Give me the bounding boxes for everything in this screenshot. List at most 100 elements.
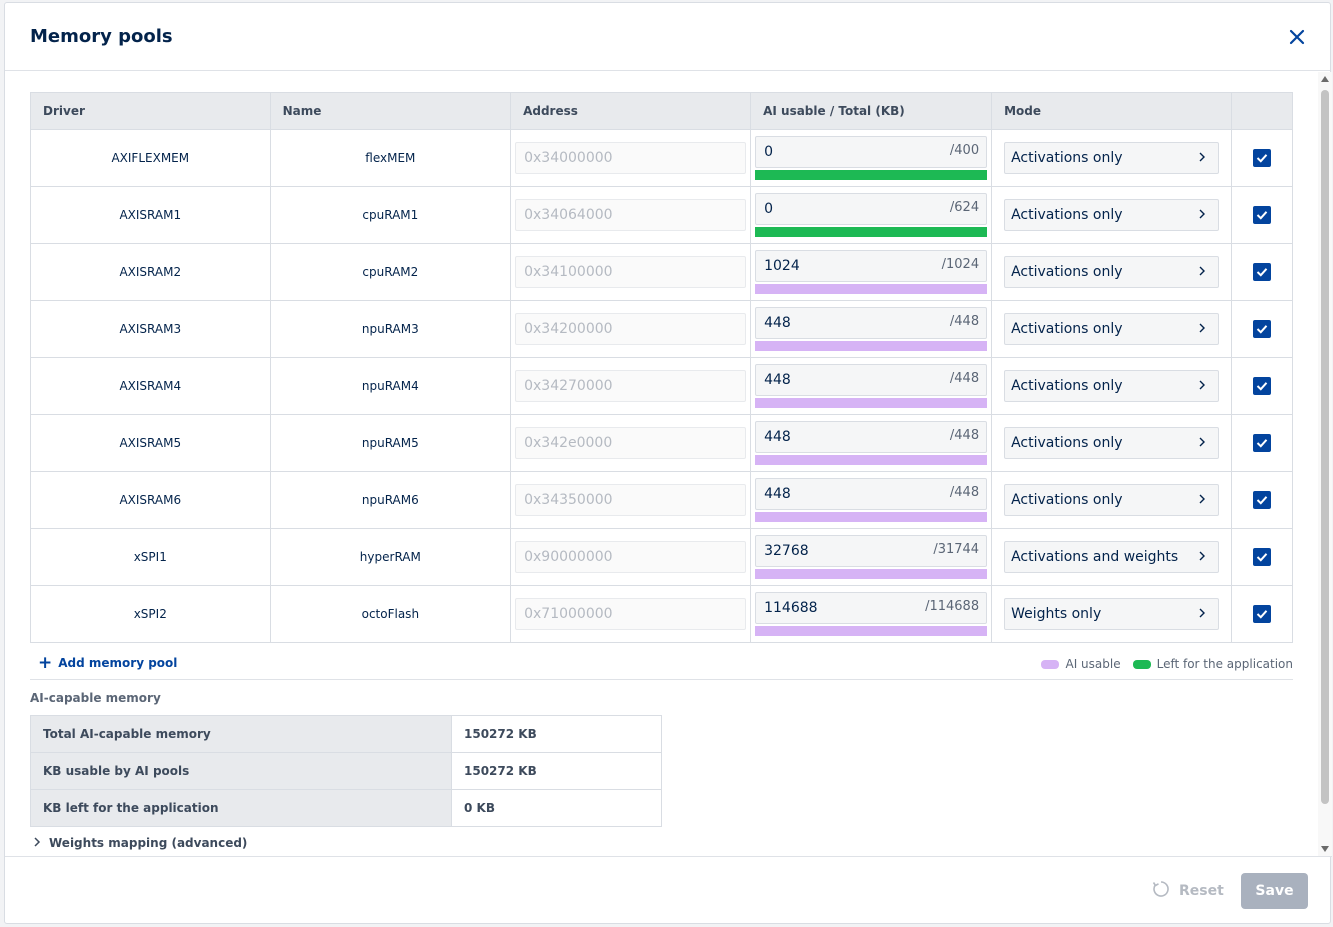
ai-usable-input[interactable]: 448/448 xyxy=(755,364,988,396)
ai-usable-input[interactable]: 32768/31744 xyxy=(755,535,988,567)
scroll-down-arrow-icon[interactable] xyxy=(1321,846,1329,852)
usable-cell: 0/624 xyxy=(750,186,993,244)
scrollbar-thumb[interactable] xyxy=(1321,90,1329,804)
mode-cell: Activations only xyxy=(991,357,1233,415)
address-cell: 0x90000000 xyxy=(510,528,752,586)
ai-usable-input[interactable]: 448/448 xyxy=(755,421,988,453)
scrollbar[interactable] xyxy=(1318,72,1332,856)
address-input[interactable]: 0x34200000 xyxy=(515,313,747,345)
address-input[interactable]: 0x342e0000 xyxy=(515,427,747,459)
mode-select-value: Activations only xyxy=(1011,435,1123,451)
ai-usable-input[interactable]: 1024/1024 xyxy=(755,250,988,282)
ai-usable-input[interactable]: 448/448 xyxy=(755,307,988,339)
address-input[interactable]: 0x90000000 xyxy=(515,541,747,573)
table-row: AXISRAM1 cpuRAM1 0x34064000 0/624 Activation… xyxy=(30,186,1293,244)
enabled-cell xyxy=(1231,414,1293,472)
enabled-cell xyxy=(1231,357,1293,415)
dialog-title: Memory pools xyxy=(30,26,173,47)
mode-select[interactable]: Activations only xyxy=(1004,199,1220,231)
name-cell: flexMEM xyxy=(269,129,512,187)
total-kb-value: /448 xyxy=(949,371,980,386)
usable-cell: 1024/1024 xyxy=(750,243,993,301)
col-header-name: Name xyxy=(269,92,512,130)
reset-button[interactable]: Reset xyxy=(1151,879,1224,903)
table-row: AXISRAM5 npuRAM5 0x342e0000 448/448 Activati… xyxy=(30,414,1293,472)
driver-cell: xSPI2 xyxy=(30,585,271,643)
weights-mapping-toggle[interactable]: Weights mapping (advanced) xyxy=(33,836,247,850)
mode-select[interactable]: Activations only xyxy=(1004,427,1220,459)
mode-select[interactable]: Activations only xyxy=(1004,142,1220,174)
enabled-checkbox[interactable] xyxy=(1253,263,1272,281)
chevron-right-icon xyxy=(33,836,41,850)
enabled-checkbox[interactable] xyxy=(1253,377,1272,395)
chevron-right-icon xyxy=(1198,257,1206,287)
summary-label: Total AI-capable memory xyxy=(30,715,452,753)
total-kb-value: /1024 xyxy=(941,257,980,272)
chevron-right-icon xyxy=(1198,485,1206,515)
mode-select[interactable]: Activations only xyxy=(1004,256,1220,288)
chevron-right-icon xyxy=(1198,371,1206,401)
ai-usable-input[interactable]: 114688/114688 xyxy=(755,592,988,624)
table-row: AXISRAM3 npuRAM3 0x34200000 448/448 Activati… xyxy=(30,300,1293,358)
name-cell: npuRAM3 xyxy=(269,300,512,358)
ai-usable-input[interactable]: 0/400 xyxy=(755,136,988,168)
legend-label-left: Left for the application xyxy=(1156,657,1293,671)
dialog-footer: Reset Save xyxy=(5,856,1332,925)
add-memory-pool-button[interactable]: + Add memory pool xyxy=(38,655,177,672)
enabled-checkbox[interactable] xyxy=(1253,491,1272,509)
address-input[interactable]: 0x34100000 xyxy=(515,256,747,288)
close-icon[interactable] xyxy=(1286,26,1308,48)
usable-cell: 0/400 xyxy=(750,129,993,187)
mode-select[interactable]: Activations only xyxy=(1004,484,1220,516)
enabled-checkbox[interactable] xyxy=(1253,149,1272,167)
weights-mapping-label: Weights mapping (advanced) xyxy=(49,836,248,850)
legend-label-ai-usable: AI usable xyxy=(1065,657,1121,671)
usage-bar xyxy=(755,227,988,237)
enabled-checkbox[interactable] xyxy=(1253,434,1272,452)
address-input[interactable]: 0x34350000 xyxy=(515,484,747,516)
enabled-cell xyxy=(1231,528,1293,586)
summary-label: KB left for the application xyxy=(30,789,452,827)
table-row: AXIFLEXMEM flexMEM 0x34000000 0/400 Activati… xyxy=(30,129,1293,187)
address-cell: 0x34100000 xyxy=(510,243,752,301)
chevron-right-icon xyxy=(1198,314,1206,344)
enabled-checkbox[interactable] xyxy=(1253,320,1272,338)
table-row: AXISRAM6 npuRAM6 0x34350000 448/448 Activati… xyxy=(30,471,1293,529)
total-kb-value: /114688 xyxy=(925,599,980,614)
total-kb-value: /448 xyxy=(949,314,980,329)
enabled-checkbox[interactable] xyxy=(1253,605,1272,623)
scroll-up-arrow-icon[interactable] xyxy=(1321,76,1329,82)
enabled-cell xyxy=(1231,186,1293,244)
total-kb-value: /31744 xyxy=(933,542,980,557)
ai-usable-input[interactable]: 448/448 xyxy=(755,478,988,510)
name-cell: octoFlash xyxy=(269,585,512,643)
mode-select[interactable]: Activations only xyxy=(1004,370,1220,402)
ai-usable-input[interactable]: 0/624 xyxy=(755,193,988,225)
address-cell: 0x71000000 xyxy=(510,585,752,643)
mode-cell: Weights only xyxy=(991,585,1233,643)
mode-cell: Activations and weights xyxy=(991,528,1233,586)
enabled-cell xyxy=(1231,585,1293,643)
col-header-usable: AI usable / Total (KB) xyxy=(750,92,993,130)
mode-select-value: Activations only xyxy=(1011,264,1123,280)
ai-usable-value: 448 xyxy=(764,486,791,502)
usage-bar xyxy=(755,398,988,408)
table-row: xSPI1 hyperRAM 0x90000000 32768/31744 Activa… xyxy=(30,528,1293,586)
ai-usable-value: 448 xyxy=(764,315,791,331)
driver-cell: AXISRAM6 xyxy=(30,471,271,529)
summary-row: KB left for the application 0 KB xyxy=(30,789,662,827)
mode-select[interactable]: Weights only xyxy=(1004,598,1220,630)
name-cell: npuRAM4 xyxy=(269,357,512,415)
summary-row: Total AI-capable memory 150272 KB xyxy=(30,715,662,753)
address-input[interactable]: 0x34000000 xyxy=(515,142,747,174)
enabled-checkbox[interactable] xyxy=(1253,206,1272,224)
mode-select[interactable]: Activations and weights xyxy=(1004,541,1220,573)
usable-cell: 448/448 xyxy=(750,300,993,358)
address-input[interactable]: 0x71000000 xyxy=(515,598,747,630)
enabled-cell xyxy=(1231,129,1293,187)
save-button[interactable]: Save xyxy=(1241,873,1308,909)
enabled-checkbox[interactable] xyxy=(1253,548,1272,566)
mode-select[interactable]: Activations only xyxy=(1004,313,1220,345)
address-input[interactable]: 0x34270000 xyxy=(515,370,747,402)
address-input[interactable]: 0x34064000 xyxy=(515,199,747,231)
